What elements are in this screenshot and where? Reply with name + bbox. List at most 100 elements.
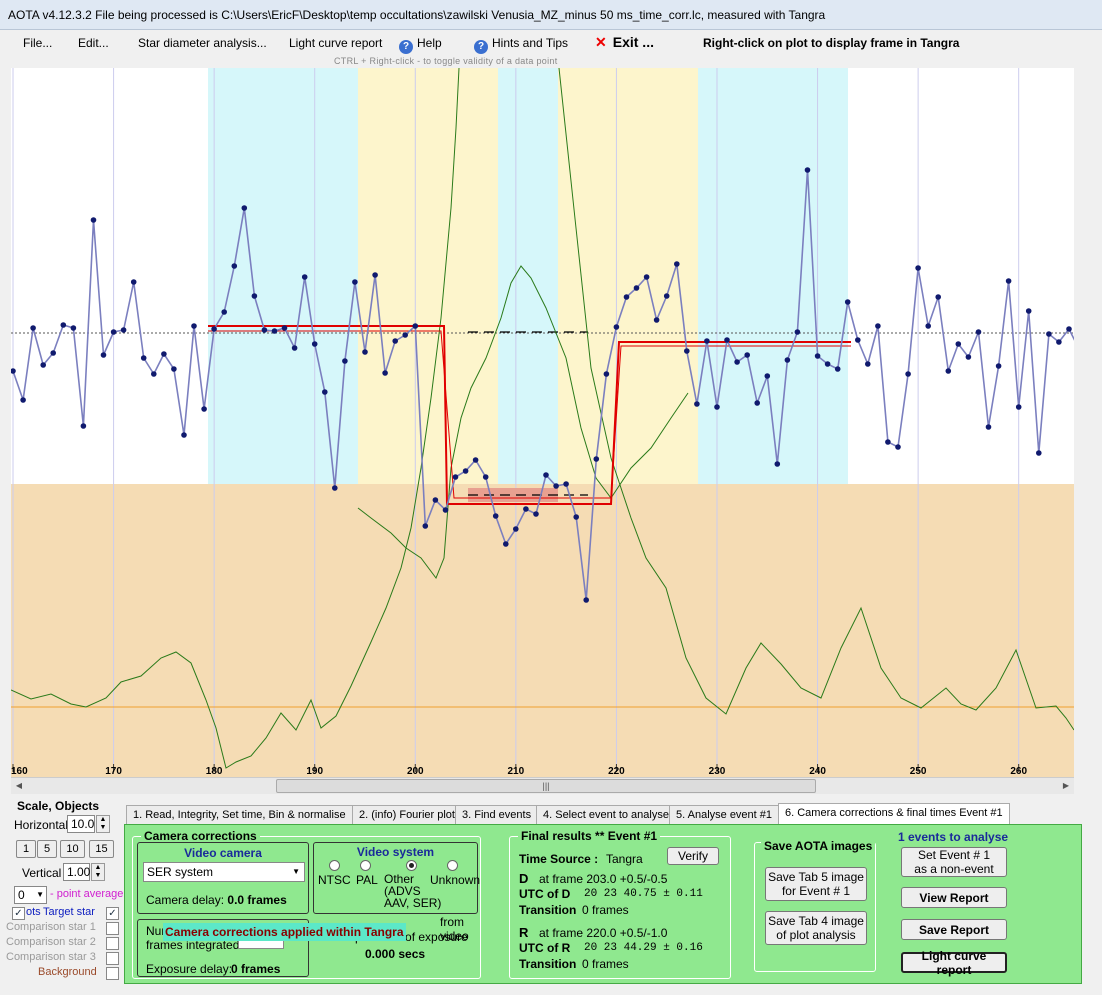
data-point[interactable]	[60, 322, 67, 328]
data-point[interactable]	[271, 328, 278, 334]
data-point[interactable]	[10, 368, 16, 374]
data-point[interactable]	[945, 368, 952, 374]
data-point[interactable]	[110, 329, 117, 335]
data-point[interactable]	[40, 362, 46, 368]
data-point[interactable]	[492, 513, 499, 519]
other-radio[interactable]	[406, 860, 417, 871]
data-point[interactable]	[442, 507, 449, 513]
data-point[interactable]	[593, 456, 600, 462]
data-point[interactable]	[402, 332, 409, 338]
data-point[interactable]	[422, 523, 429, 529]
vertical-input[interactable]: 1.00	[63, 863, 90, 881]
data-point[interactable]	[684, 348, 690, 354]
tab-analyse-event[interactable]: 5. Analyse event #1	[669, 805, 780, 825]
data-point[interactable]	[724, 337, 730, 343]
menu-edit[interactable]: Edit...	[78, 36, 109, 50]
scale-step-10[interactable]: 10	[60, 840, 85, 858]
data-point[interactable]	[834, 366, 841, 372]
data-point[interactable]	[804, 167, 811, 173]
data-point[interactable]	[301, 274, 308, 280]
set-non-event-button[interactable]: Set Event # 1 as a non-event	[901, 847, 1007, 877]
data-point[interactable]	[975, 329, 982, 335]
data-point[interactable]	[1036, 450, 1042, 456]
data-point[interactable]	[231, 263, 238, 269]
data-point[interactable]	[623, 294, 630, 300]
scroll-right-icon[interactable]: ▶	[1062, 781, 1070, 790]
tab-read[interactable]: 1. Read, Integrity, Set time, Bin & norm…	[126, 805, 353, 825]
data-point[interactable]	[100, 352, 107, 358]
data-point[interactable]	[1046, 331, 1052, 337]
data-point[interactable]	[734, 359, 740, 365]
menu-help[interactable]: ? Help	[399, 36, 442, 54]
data-point[interactable]	[412, 323, 419, 329]
pal-radio[interactable]	[360, 860, 371, 871]
data-point[interactable]	[995, 363, 1002, 369]
view-report-button[interactable]: View Report	[901, 887, 1007, 908]
data-point[interactable]	[925, 323, 931, 329]
data-point[interactable]	[553, 483, 559, 489]
data-point[interactable]	[935, 294, 941, 300]
data-point[interactable]	[784, 357, 791, 363]
data-point[interactable]	[603, 371, 610, 377]
data-point[interactable]	[342, 358, 348, 364]
data-point[interactable]	[70, 325, 77, 331]
data-point[interactable]	[613, 324, 620, 330]
data-point[interactable]	[482, 474, 489, 480]
data-point[interactable]	[191, 323, 197, 329]
data-point[interactable]	[332, 485, 338, 491]
data-point[interactable]	[462, 468, 469, 474]
data-point[interactable]	[674, 261, 680, 267]
unknown-radio[interactable]	[447, 860, 458, 871]
save-report-button[interactable]: Save Report	[901, 919, 1007, 940]
data-point[interactable]	[322, 389, 328, 395]
scale-step-1[interactable]: 1	[16, 840, 36, 858]
data-point[interactable]	[533, 511, 539, 517]
plot-canvas[interactable]: 160 170 180 190 200 210 220 230 240 250 260	[10, 67, 1082, 777]
scroll-thumb[interactable]: |||	[276, 779, 816, 793]
data-point[interactable]	[372, 272, 378, 278]
data-point[interactable]	[251, 293, 258, 299]
data-point[interactable]	[472, 457, 479, 463]
ntsc-radio[interactable]	[329, 860, 340, 871]
data-point[interactable]	[352, 279, 358, 285]
tab-camera-corrections[interactable]: 6. Camera corrections & final times Even…	[778, 803, 1010, 825]
data-point[interactable]	[20, 397, 26, 403]
data-point[interactable]	[201, 406, 207, 412]
data-point[interactable]	[80, 423, 87, 429]
data-point[interactable]	[311, 341, 318, 347]
data-point[interactable]	[503, 541, 509, 547]
data-point[interactable]	[392, 338, 399, 344]
tab-fourier[interactable]: 2. (info) Fourier plot	[352, 805, 462, 825]
data-point[interactable]	[1015, 404, 1022, 410]
data-point[interactable]	[513, 526, 519, 532]
data-point[interactable]	[663, 293, 670, 299]
menu-hints[interactable]: ? Hints and Tips	[474, 36, 568, 54]
data-point[interactable]	[281, 325, 288, 331]
data-point[interactable]	[764, 373, 771, 379]
data-point[interactable]	[1066, 326, 1072, 332]
data-point[interactable]	[653, 317, 660, 323]
data-point[interactable]	[915, 265, 921, 271]
data-point[interactable]	[633, 285, 640, 291]
data-point[interactable]	[1025, 308, 1032, 314]
data-point[interactable]	[140, 355, 147, 361]
scroll-left-icon[interactable]: ◀	[15, 781, 23, 790]
data-point[interactable]	[844, 299, 851, 305]
data-point[interactable]	[875, 323, 881, 329]
menu-exit[interactable]: ✕ Exit ...	[595, 34, 654, 51]
horizontal-spinner[interactable]: ▲ ▼	[96, 815, 110, 833]
data-point[interactable]	[905, 371, 911, 377]
vertical-spinner[interactable]: ▲ ▼	[91, 863, 105, 881]
data-point[interactable]	[714, 404, 720, 410]
data-point[interactable]	[161, 351, 167, 357]
data-point[interactable]	[643, 274, 650, 280]
scale-step-15[interactable]: 15	[89, 840, 114, 858]
data-point[interactable]	[855, 337, 861, 343]
data-point[interactable]	[171, 366, 177, 372]
data-point[interactable]	[774, 461, 781, 467]
menu-file[interactable]: File...	[23, 36, 53, 50]
data-point[interactable]	[814, 353, 821, 359]
data-point[interactable]	[362, 349, 368, 355]
save-tab5-button[interactable]: Save Tab 5 image for Event # 1	[765, 867, 867, 901]
data-point[interactable]	[120, 327, 127, 333]
